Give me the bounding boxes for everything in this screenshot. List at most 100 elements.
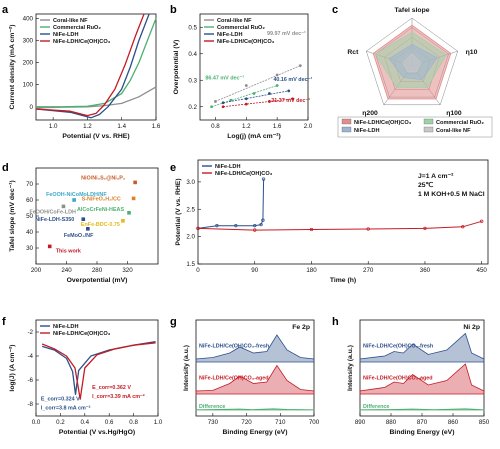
legend-label: NiFe-LDH/Ce(OH)CO₃ (215, 171, 273, 177)
x-tick-label: 700 (309, 419, 320, 426)
y-tick-label: 50 (26, 213, 33, 220)
condition-annotation: 1 M KOH+0.5 M NaCl (418, 191, 485, 198)
corrosion-annotation: I_corr=3.39 mA cm⁻² (92, 394, 145, 400)
x-tick-label: 890 (355, 419, 366, 426)
slope-annotation: 40.16 mV dec⁻¹ (273, 77, 312, 83)
data-point (47, 244, 52, 249)
y-tick-label: 0.4 (188, 51, 197, 58)
panel-e: 0 90 180 270 360 450 1.5 2.0 2.5 3.0 Time (h) Poten… (175, 159, 489, 284)
plot-frame (197, 159, 489, 265)
fit-line (223, 90, 289, 104)
corrosion-annotation: E_corr=0.362 V (92, 385, 131, 391)
y-tick-label: 400 (23, 15, 34, 22)
legend-swatch (341, 126, 352, 133)
x-tick-label: 1.4 (117, 123, 126, 130)
x-tick-label: 320 (122, 267, 133, 274)
legend-swatch (423, 126, 434, 133)
point-label: NiO/Ni₃S₂@Ni₃P₂ (81, 175, 126, 181)
x-axis-label: Overpotential (mV) (67, 277, 128, 284)
point-label: S-NiFeO₂H₂/CC (82, 196, 121, 202)
data-point (131, 196, 136, 201)
panel-label: a (2, 4, 9, 16)
x-tick-label: 280 (92, 267, 103, 274)
y-tick-label: 100 (23, 82, 34, 89)
radar-axis-label: η100 (446, 110, 462, 117)
spectrum-area (359, 408, 485, 411)
spectrum-area (195, 334, 315, 363)
legend-label: Coral-like NF (436, 128, 471, 134)
data-point (244, 84, 248, 87)
data-point (253, 228, 257, 232)
point-label: FeOOH-NiCoMoLDH/NF (46, 192, 107, 198)
x-tick-label: 860 (448, 419, 459, 426)
slope-annotation: 31.37 mV dec⁻¹ (271, 98, 310, 104)
x-tick-label: 360 (420, 267, 431, 274)
legend-label: Coral-like NF (53, 18, 88, 24)
corrosion-annotation: I_corr=3.8 mA cm⁻² (41, 405, 91, 411)
panel-label: e (170, 162, 176, 174)
x-tick-label: 0.4 (80, 419, 89, 426)
fit-line (211, 85, 278, 108)
legend-label: NiFe-LDH/Ce(OH)CO₃ (53, 331, 111, 337)
y-axis-label: Tafel slope (mV dec⁻¹) (9, 180, 16, 251)
data-point (259, 222, 263, 227)
x-tick-label: 850 (479, 419, 490, 426)
point-label: FeMoO₄/NF (64, 233, 94, 239)
y-tick-label: -2 (27, 329, 33, 336)
y-tick-label: 70 (26, 181, 33, 188)
y-tick-label: 3.0 (186, 179, 195, 186)
legend-label: NiFe-LDH (215, 164, 240, 170)
x-tick-label: 870 (417, 419, 428, 426)
radar-area (402, 53, 422, 73)
data-point (234, 224, 238, 228)
x-axis-label: Potential (V vs.Hg/HgO) (59, 429, 135, 436)
spectrum-area (195, 364, 315, 395)
x-tick-label: 1.6 (273, 123, 282, 130)
x-tick-label: 0.0 (32, 419, 41, 426)
x-tick-label: 2.0 (304, 123, 313, 130)
x-tick-label: 720 (241, 419, 252, 426)
y-tick-label: 30 (26, 245, 33, 252)
panel-a: 1.0 1.2 1.4 1.6 0 100 200 300 400 Potential (V vs… (9, 13, 161, 140)
panel-label: c (332, 4, 338, 16)
legend-label: Commercial RuO₂ (436, 120, 484, 126)
spectrum-label: Difference (199, 404, 225, 410)
plot-frame (35, 319, 159, 417)
x-tick-label: 0.2 (56, 419, 65, 426)
legend-swatch (423, 118, 434, 125)
plot-frame (195, 319, 315, 417)
x-axis-label: Time (h) (330, 277, 356, 284)
x-tick-label: 1.2 (242, 123, 251, 130)
spectrum-title: Fe 2p (292, 324, 310, 331)
condition-annotation: 25℃ (418, 181, 434, 189)
data-point (215, 224, 219, 228)
panel-label: d (2, 162, 9, 174)
slope-annotation: 99.97 mV dec⁻¹ (267, 31, 306, 37)
y-tick-label: 300 (23, 38, 34, 45)
series-line (35, 13, 150, 119)
x-tick-label: 0.8 (211, 123, 220, 130)
spectrum-label: NiFe-LDH/Ce(OH)CO₃-aged (363, 376, 433, 382)
legend-label: NiFe-LDH/Ce(OH)CO₃ (354, 120, 412, 126)
spectrum-area (195, 408, 315, 411)
legend-label: NiFe-LDH/Ce(OH)CO₃ (53, 39, 111, 45)
data-point (253, 224, 257, 228)
data-point (244, 102, 248, 106)
legend-box (337, 116, 493, 138)
spectrum-area (359, 332, 485, 363)
x-axis-label: Binding Energy (eV) (390, 429, 455, 436)
radar-axis-label: Tafel slope (395, 7, 430, 14)
x-tick-label: 1.0 (154, 419, 163, 426)
panel-label: g (170, 316, 177, 328)
y-tick-label: 0.2 (188, 104, 197, 111)
data-point (309, 227, 314, 232)
panel-g: 730 720 710 700 Binding Energy (eV) Intensity… (183, 319, 320, 436)
series-line (36, 18, 157, 108)
radar-axis-label: η10 (466, 49, 478, 56)
data-point (480, 219, 484, 223)
x-tick-label: 710 (275, 419, 286, 426)
point-label: AlCoCrFeNi-HEAS (77, 207, 124, 213)
data-point (261, 218, 265, 222)
plot-frame (35, 13, 157, 121)
